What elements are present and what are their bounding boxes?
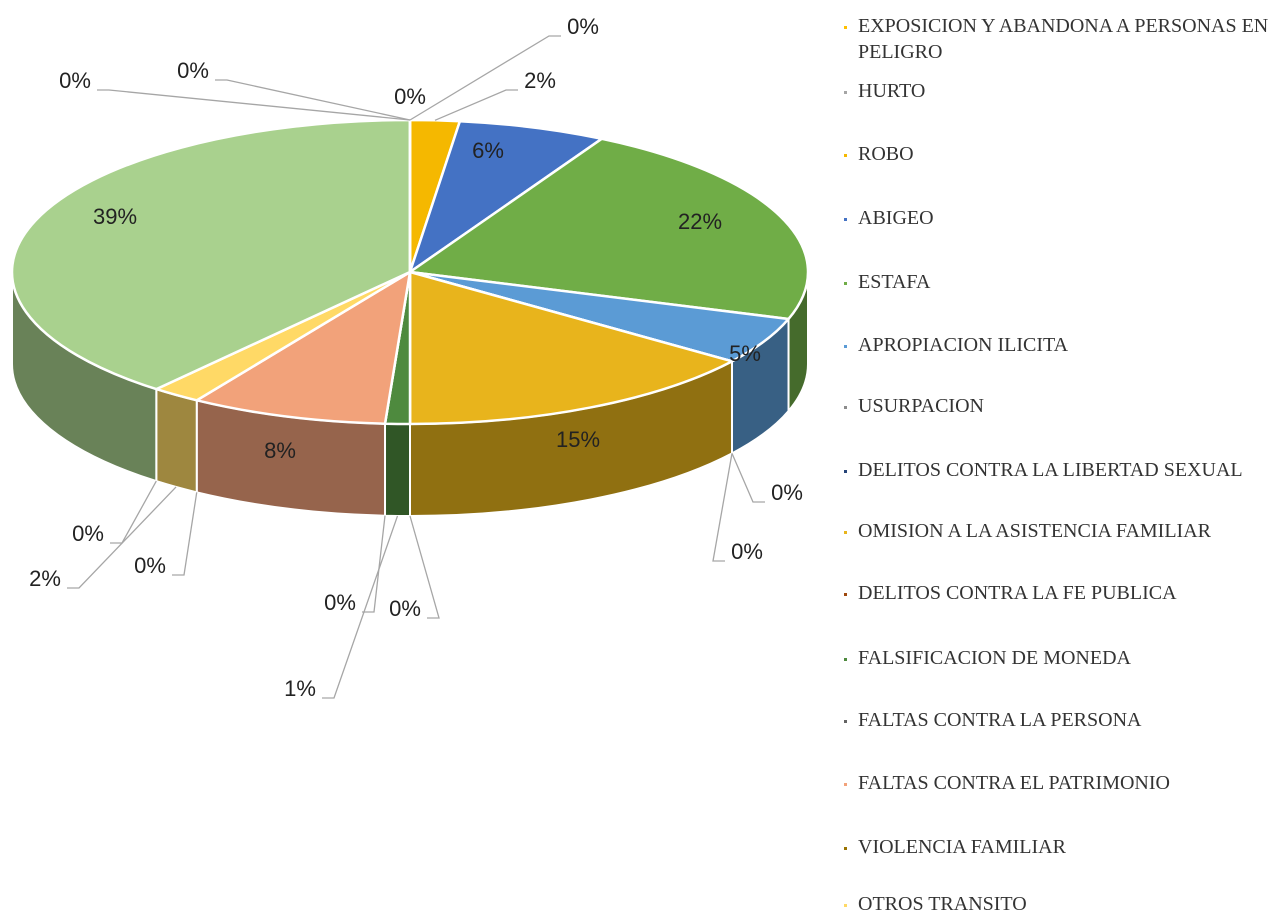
leader-line xyxy=(434,89,518,121)
leader-line xyxy=(322,515,399,699)
slice-side xyxy=(384,422,411,518)
legend-marker xyxy=(844,531,847,534)
data-label: 0% xyxy=(177,58,209,83)
legend-label: ABIGEO xyxy=(858,207,934,229)
legend-label: VIOLENCIA FAMILIAR xyxy=(858,836,1066,858)
slice-side xyxy=(155,387,198,494)
data-label: 0% xyxy=(59,68,91,93)
legend-marker xyxy=(844,345,847,348)
legend-label: ESTAFA xyxy=(858,271,931,293)
legend-marker xyxy=(844,154,847,157)
legend-label: DELITOS CONTRA LA LIBERTAD SEXUAL xyxy=(858,459,1243,481)
legend-label: FALTAS CONTRA LA PERSONA xyxy=(858,709,1142,731)
leader-line xyxy=(215,79,411,121)
legend-marker xyxy=(844,904,847,907)
legend-marker xyxy=(844,658,847,661)
data-label: 0% xyxy=(394,84,426,109)
leader-line xyxy=(731,453,765,503)
data-label: 0% xyxy=(731,539,763,564)
legend-marker xyxy=(844,847,847,850)
pie-area: 0% 0% 2% 6% 22% 5% 0% 0% 15% 0% 1% 0% 8% 0% 2% 0% 39% 0% 0… xyxy=(10,14,810,701)
data-label: 2% xyxy=(524,68,556,93)
data-label: 0% xyxy=(134,553,166,578)
legend-label: OMISION A LA ASISTENCIA FAMILIAR xyxy=(858,520,1211,542)
leader-line xyxy=(97,89,411,121)
legend-label: OTROS TRANSITO xyxy=(858,893,1027,915)
leader-line xyxy=(362,515,386,613)
legend-marker xyxy=(844,282,847,285)
legend-label: FALTAS CONTRA EL PATRIMONIO xyxy=(858,772,1170,794)
slice xyxy=(195,270,412,425)
legend-marker xyxy=(844,218,847,221)
slice xyxy=(408,119,603,274)
leader-line xyxy=(67,486,177,589)
slice xyxy=(408,137,810,321)
data-label: 5% xyxy=(729,341,761,366)
leader-line xyxy=(110,480,157,544)
leader-line xyxy=(409,35,561,121)
leader-line xyxy=(409,515,440,619)
legend-marker xyxy=(844,593,847,596)
legend-label: FALSIFICACION DE MONEDA xyxy=(858,647,1131,669)
data-label: 22% xyxy=(678,209,722,234)
legend-marker xyxy=(844,470,847,473)
data-label: 2% xyxy=(29,566,61,591)
data-label: 8% xyxy=(264,438,296,463)
legend-marker xyxy=(844,26,847,29)
legend-label: DELITOS CONTRA LA FE PUBLICA xyxy=(858,582,1177,604)
data-label: 1% xyxy=(284,676,316,701)
data-label: 0% xyxy=(324,590,356,615)
leader-line xyxy=(712,453,733,562)
legend-label: ROBO xyxy=(858,143,914,165)
legend-marker xyxy=(844,91,847,94)
legend-marker xyxy=(844,720,847,723)
data-label: 0% xyxy=(567,14,599,39)
data-label: 0% xyxy=(389,596,421,621)
data-label: 0% xyxy=(771,480,803,505)
data-label: 39% xyxy=(93,204,137,229)
slice xyxy=(408,270,734,426)
legend-label: APROPIACION ILICITA xyxy=(858,334,1069,356)
slice xyxy=(10,118,412,391)
data-label: 15% xyxy=(556,427,600,452)
legend-marker xyxy=(844,406,847,409)
legend-label: HURTO xyxy=(858,80,926,102)
legend-label: EXPOSICION Y ABANDONA A PERSONAS EN PELI… xyxy=(858,15,1269,63)
legend-label: USURPACION xyxy=(858,395,984,417)
data-label: 6% xyxy=(472,138,504,163)
data-label: 0% xyxy=(72,521,104,546)
leader-line xyxy=(172,492,198,576)
legend-marker xyxy=(844,783,847,786)
